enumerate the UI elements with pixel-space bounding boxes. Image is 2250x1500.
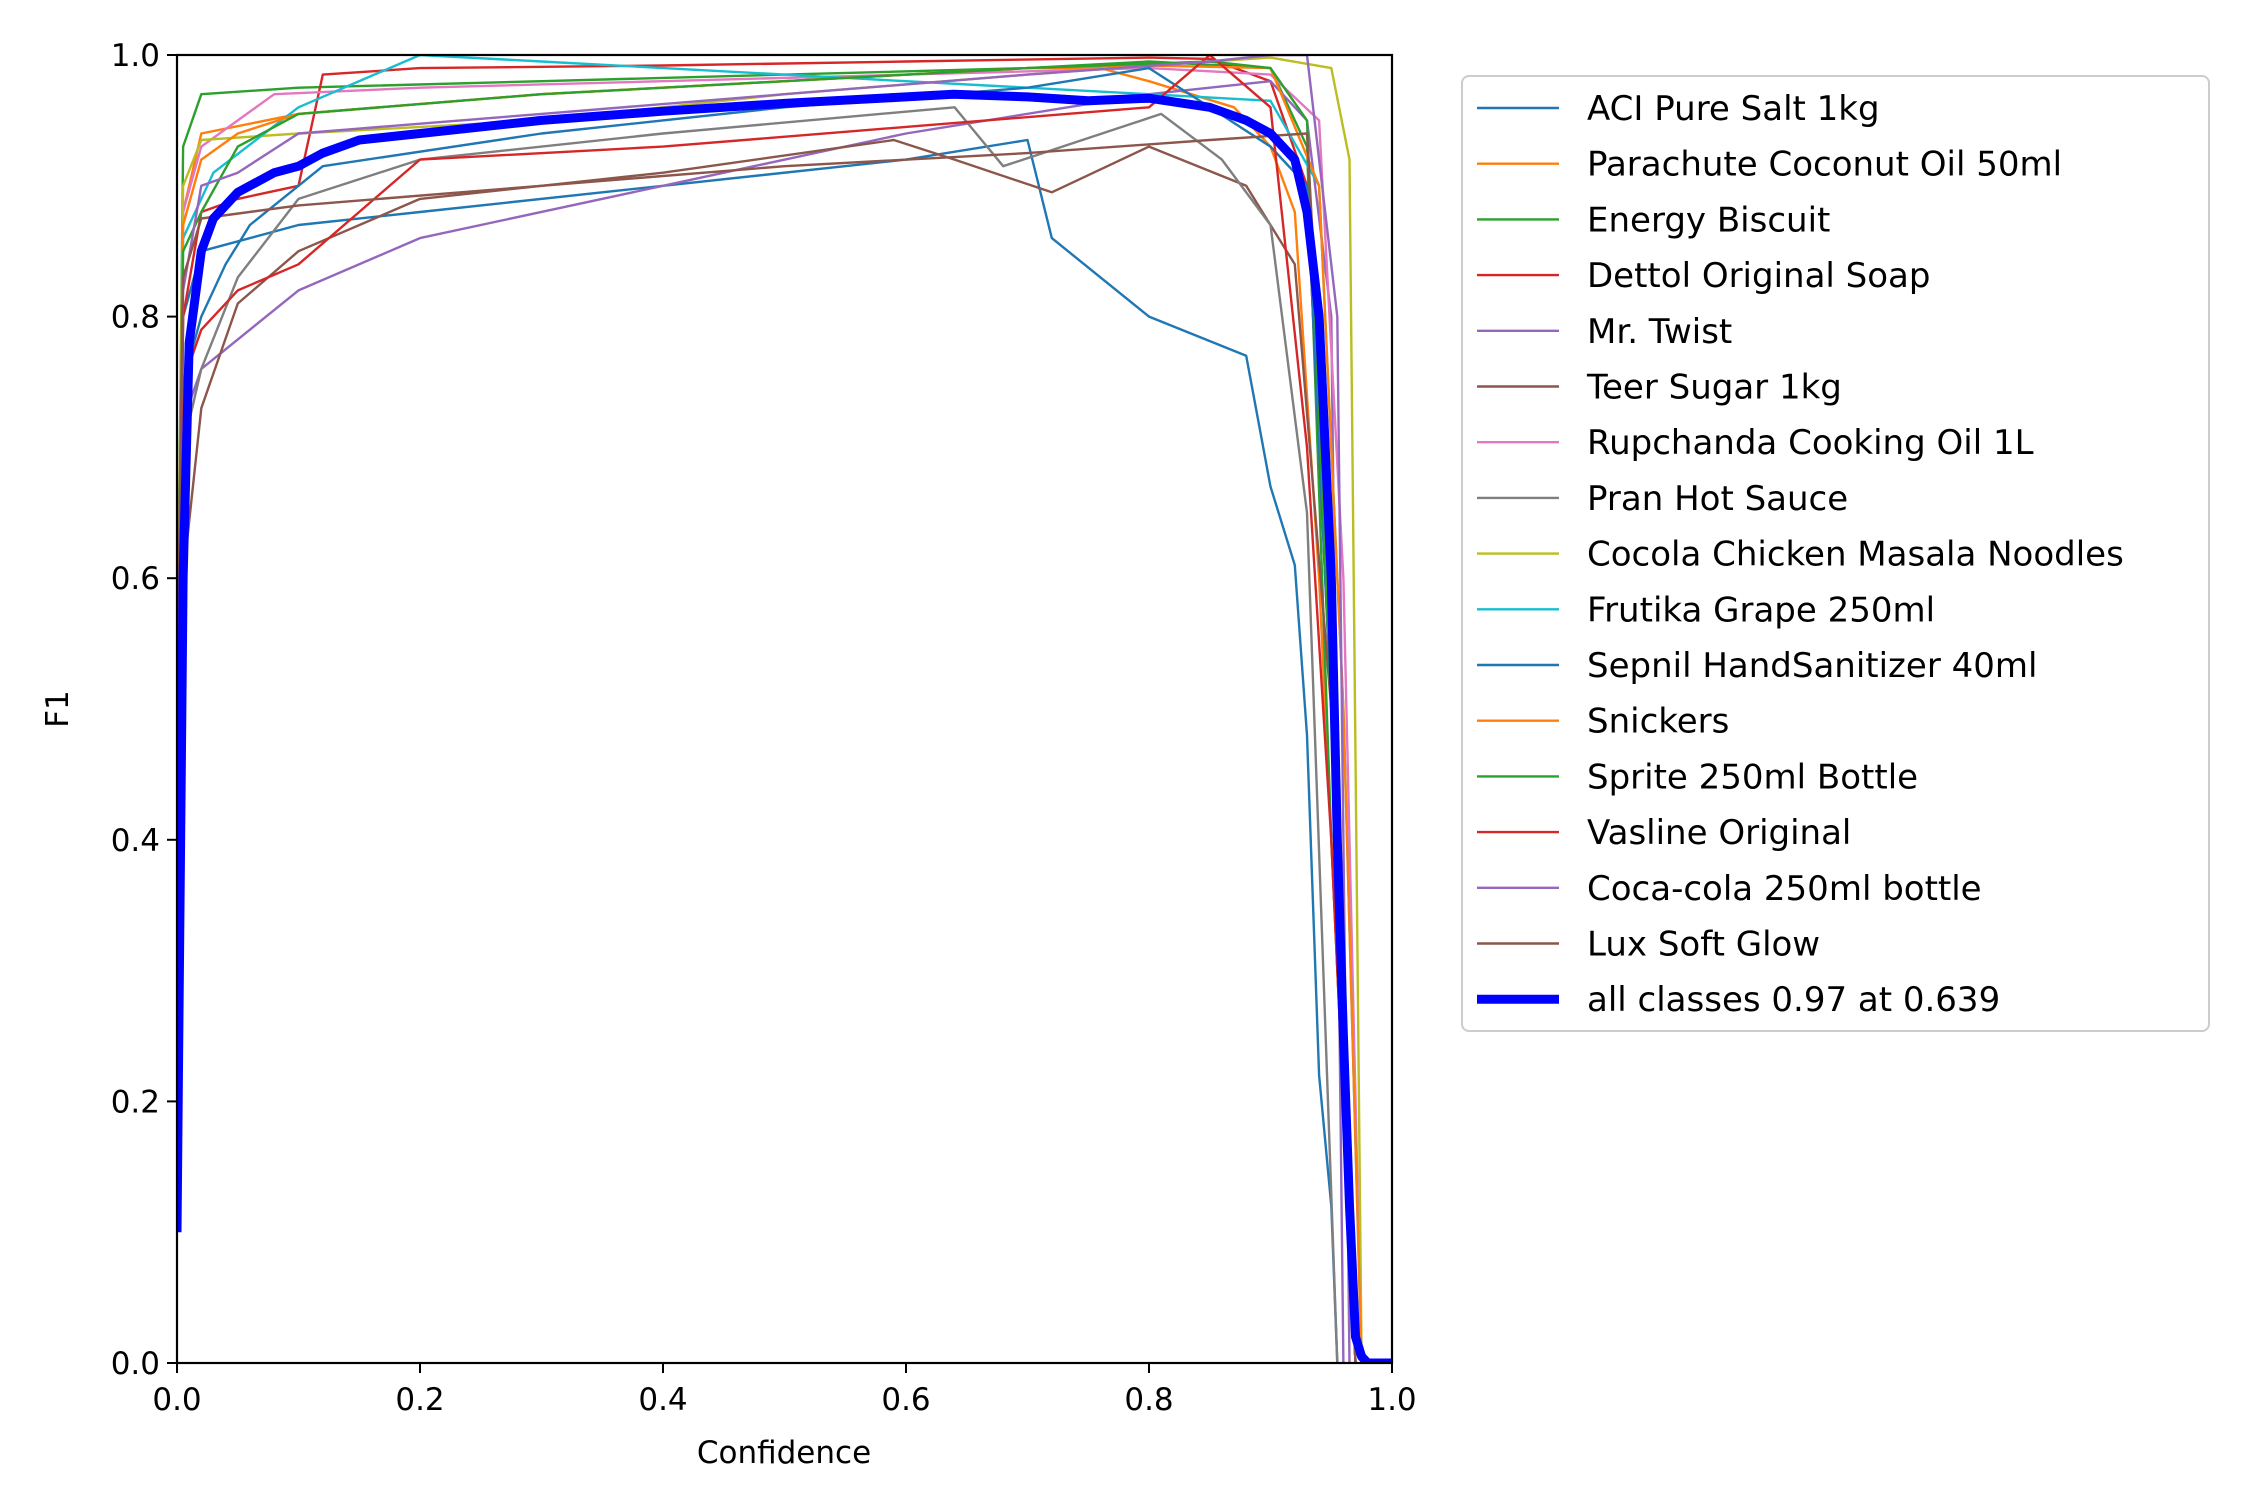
legend-label: Coca-cola 250ml bottle xyxy=(1587,869,1982,909)
x-tick-label: 0.6 xyxy=(881,1382,930,1418)
x-tick-label: 0.2 xyxy=(395,1382,444,1418)
x-tick-label: 1.0 xyxy=(1367,1382,1416,1418)
legend-label: Teer Sugar 1kg xyxy=(1586,368,1842,408)
x-tick-label: 0.8 xyxy=(1124,1382,1173,1418)
legend-label: Pran Hot Sauce xyxy=(1587,479,1848,519)
y-tick-label: 1.0 xyxy=(111,38,160,74)
series-line-7 xyxy=(177,106,1339,1363)
y-tick-label: 0.0 xyxy=(111,1346,160,1382)
legend-label: Frutika Grape 250ml xyxy=(1587,590,1935,630)
y-axis-title: F1 xyxy=(40,690,76,728)
x-axis-title: Confidence xyxy=(697,1435,871,1471)
legend-label: ACI Pure Salt 1kg xyxy=(1587,89,1880,129)
legend-label: Vasline Original xyxy=(1587,813,1851,853)
legend-label: Energy Biscuit xyxy=(1587,200,1830,240)
legend-label: Lux Soft Glow xyxy=(1587,925,1820,965)
series-line-0 xyxy=(177,138,1339,1363)
y-tick-label: 0.6 xyxy=(111,561,160,597)
legend-label: Parachute Coconut Oil 50ml xyxy=(1587,145,2062,185)
x-tick-label: 0.0 xyxy=(152,1382,201,1418)
legend-label: Sepnil HandSanitizer 40ml xyxy=(1587,646,2037,686)
series-line-12 xyxy=(177,60,1357,1363)
series-line-16 xyxy=(177,89,1392,1363)
legend-label: Sprite 250ml Bottle xyxy=(1587,757,1918,797)
legend-label: Cocola Chicken Masala Noodles xyxy=(1587,535,2124,575)
y-tick-label: 0.2 xyxy=(111,1084,160,1120)
y-tick-label: 0.4 xyxy=(111,823,160,859)
y-tick-label: 0.8 xyxy=(111,300,160,336)
legend-label: Dettol Original Soap xyxy=(1587,256,1930,296)
tick-layer: 0.0 0.2 0.4 0.6 0.8 1.0 0.0 0.2 0.4 0.6 0.8 1.0 xyxy=(111,38,1417,1418)
legend-frame xyxy=(1461,75,2210,1032)
legend-label: all classes 0.97 at 0.639 xyxy=(1587,980,2000,1020)
series-line-13 xyxy=(177,55,1357,1363)
series-line-3 xyxy=(177,56,1357,1363)
series-layer xyxy=(177,55,1392,1363)
plot-frame xyxy=(175,53,1394,1365)
legend-label: Mr. Twist xyxy=(1587,312,1732,352)
legend: ACI Pure Salt 1kg Parachute Coconut Oil 5… xyxy=(1461,75,2210,1032)
legend-label: Snickers xyxy=(1587,702,1729,742)
series-line-10 xyxy=(177,66,1357,1363)
series-line-14 xyxy=(177,55,1351,1363)
legend-label: Rupchanda Cooking Oil 1L xyxy=(1587,423,2034,463)
series-line-5 xyxy=(177,138,1357,1363)
x-tick-label: 0.4 xyxy=(638,1382,687,1418)
